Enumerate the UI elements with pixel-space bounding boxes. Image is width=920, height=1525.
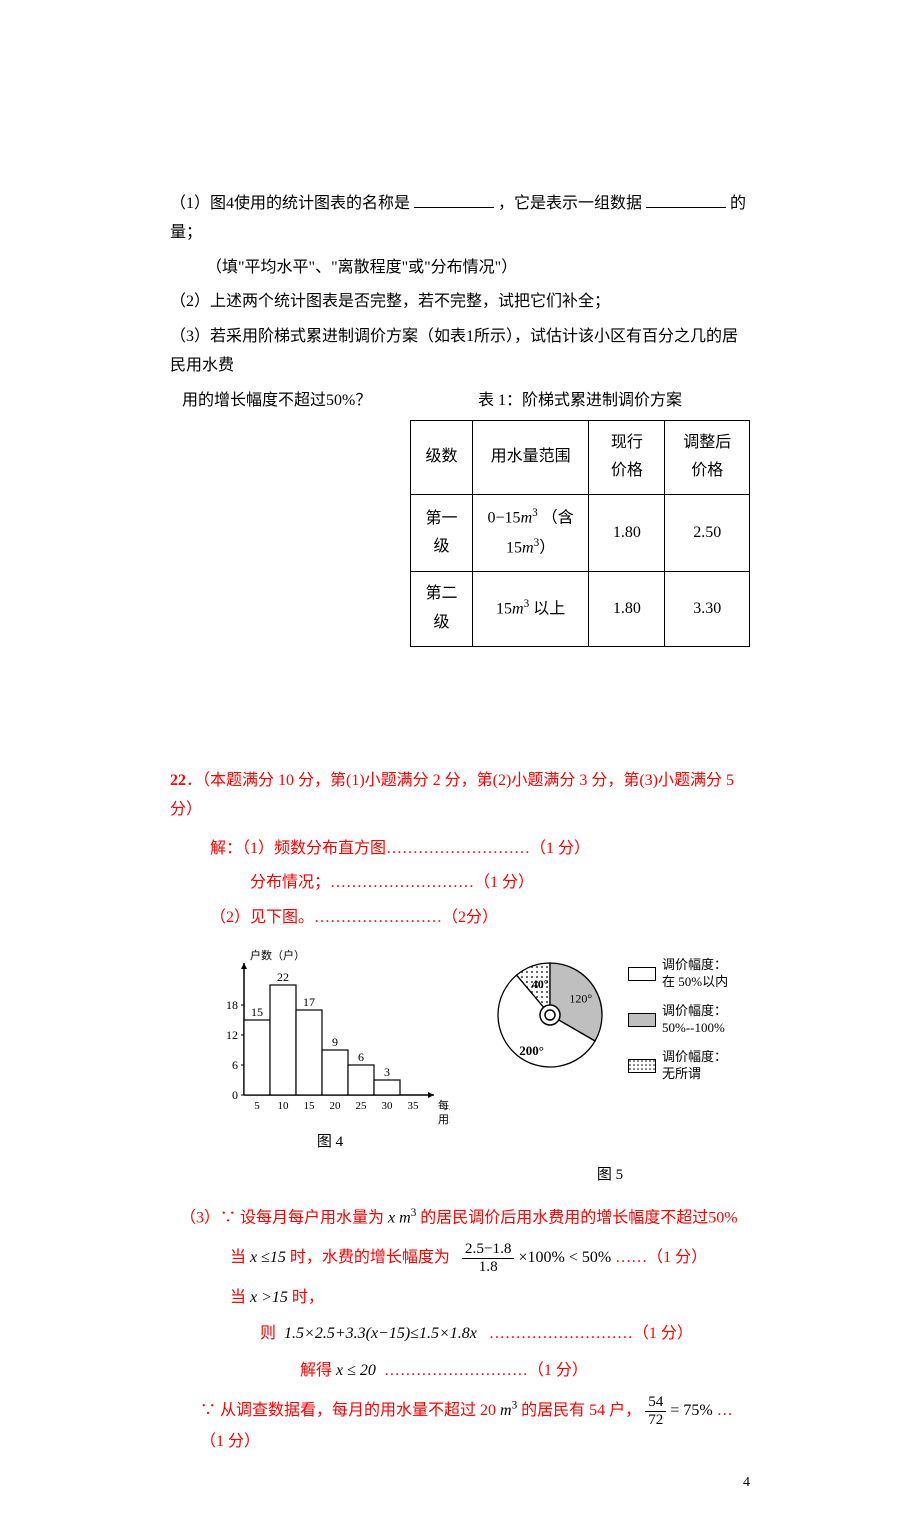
svg-text:6: 6 [358, 1050, 364, 1064]
sol-case1: 当 x ≤15 时，水费的增长幅度为 2.5−1.8 1.8 ×100% < 5… [230, 1241, 750, 1275]
legend-item: 调价幅度： 50%--100% [628, 1003, 728, 1037]
legend-swatch-gray [628, 1013, 656, 1027]
th-price1: 现行价格 [589, 420, 665, 495]
bar-caption: 图 4 [317, 1129, 343, 1156]
legend-item: 调价幅度： 在 50%以内 [628, 957, 728, 991]
bar-chart-block: 0 6 12 18 5 10 15 20 25 30 35 15 22 17 9 6 3 户数（户） 每户每月用水量… [210, 945, 450, 1156]
answer-line-3: （2）见下图。……………………（2分） [210, 904, 750, 933]
svg-text:每户每月: 每户每月 [438, 1098, 450, 1112]
sol-solve: 解得 x ≤ 20 ………………………（1 分） [300, 1357, 750, 1386]
cell-range: 0−15m3 （含15m3） [472, 495, 588, 572]
answer-line-1: 解：（1）频数分布直方图………………………（1 分） [210, 835, 750, 864]
price-table: 级数 用水量范围 现行价格 调整后价格 第一级 0−15m3 （含15m3） 1… [410, 420, 750, 647]
svg-text:15: 15 [304, 1100, 316, 1112]
q1-text-a: （1）图4使用的统计图表的名称是 [170, 195, 410, 212]
svg-text:22: 22 [277, 970, 289, 984]
svg-text:17: 17 [303, 995, 315, 1009]
bar-chart: 0 6 12 18 5 10 15 20 25 30 35 15 22 17 9 6 3 户数（户） 每户每月用水量… [210, 945, 450, 1125]
sol-intro: （3）∵ 设每月每户用水量为 x m3 的居民调价后用水费用的增长幅度不超过50… [180, 1203, 750, 1233]
svg-text:120°: 120° [569, 992, 592, 1006]
svg-text:10: 10 [278, 1100, 290, 1112]
answer-line-2: 分布情况；………………………（1 分） [250, 869, 750, 898]
th-price2: 调整后价格 [665, 420, 750, 495]
cell-level: 第一级 [411, 495, 473, 572]
question-1: （1）图4使用的统计图表的名称是 ，它是表示一组数据 的量； [170, 190, 750, 248]
svg-text:15: 15 [251, 1005, 263, 1019]
svg-text:35: 35 [408, 1100, 420, 1112]
svg-text:25: 25 [356, 1100, 368, 1112]
table-row: 第一级 0−15m3 （含15m3） 1.80 2.50 [411, 495, 750, 572]
charts-row: 0 6 12 18 5 10 15 20 25 30 35 15 22 17 9 6 3 户数（户） 每户每月用水量… [210, 945, 750, 1156]
cell-level: 第二级 [411, 572, 473, 647]
svg-text:5: 5 [254, 1100, 260, 1112]
question-3b: 用的增长幅度不超过50%？ [170, 387, 410, 416]
svg-text:40°: 40° [532, 977, 549, 991]
sol-case2: 当 x >15 时， [230, 1284, 750, 1313]
pie-chart: 40° 120° 200° [480, 945, 620, 1095]
pie-chart-block: 40° 120° 200° 调价幅度： 在 50%以内 调价幅度： 50%--100… [480, 945, 728, 1095]
legend-swatch-white [628, 967, 656, 981]
svg-text:12: 12 [226, 1028, 238, 1042]
legend-swatch-dots [628, 1059, 656, 1073]
svg-text:18: 18 [226, 998, 238, 1012]
legend-item: 调价幅度： 无所谓 [628, 1049, 728, 1083]
answer-title: 22．（本题满分 10 分，第(1)小题满分 2 分，第(2)小题满分 3 分，… [170, 767, 750, 825]
question-3a: （3）若采用阶梯式累进制调价方案（如表1所示），试估计该小区有百分之几的居民用水… [170, 323, 750, 381]
page-number: 4 [743, 1470, 750, 1495]
pie-legend: 调价幅度： 在 50%以内 调价幅度： 50%--100% [628, 957, 728, 1082]
question-2: （2）上述两个统计图表是否完整，若不完整，试把它们补全； [170, 288, 750, 317]
cell-p1: 1.80 [589, 495, 665, 572]
blank-2 [646, 192, 726, 208]
cell-p2: 3.30 [665, 572, 750, 647]
cell-p1: 1.80 [589, 572, 665, 647]
question-1-hint: （填"平均水平"、"离散程度"或"分布情况"） [170, 254, 750, 283]
svg-text:20: 20 [330, 1100, 342, 1112]
fraction-2: 54 72 [645, 1394, 666, 1428]
svg-text:3: 3 [384, 1065, 390, 1079]
svg-text:户数（户）: 户数（户） [250, 948, 305, 962]
pie-caption: 图 5 [470, 1162, 750, 1189]
table-header-row: 级数 用水量范围 现行价格 调整后价格 [411, 420, 750, 495]
answer-section: 22．（本题满分 10 分，第(1)小题满分 2 分，第(2)小题满分 3 分，… [170, 767, 750, 1457]
blank-1 [414, 192, 494, 208]
cell-range: 15m3 以上 [472, 572, 588, 647]
q1-text-b: ，它是表示一组数据 [498, 195, 642, 212]
svg-text:30: 30 [382, 1100, 394, 1112]
svg-text:200°: 200° [519, 1043, 544, 1058]
th-level: 级数 [411, 420, 473, 495]
svg-text:用水量（m3）: 用水量（m3） [438, 1112, 450, 1126]
cell-p2: 2.50 [665, 495, 750, 572]
sol-then: 则 1.5×2.5+3.3(x−15)≤1.5×1.8x ………………………（1… [260, 1320, 750, 1349]
svg-text:6: 6 [232, 1058, 238, 1072]
th-range: 用水量范围 [472, 420, 588, 495]
table-title: 表 1：阶梯式累进制调价方案 [410, 387, 750, 416]
svg-text:0: 0 [232, 1088, 238, 1102]
table-row: 第二级 15m3 以上 1.80 3.30 [411, 572, 750, 647]
svg-text:9: 9 [332, 1035, 338, 1049]
fraction-1: 2.5−1.8 1.8 [462, 1241, 515, 1275]
sol-final: ∵ 从调查数据看，每月的用水量不超过 20 m3 的居民有 54 户， 54 7… [200, 1394, 750, 1457]
